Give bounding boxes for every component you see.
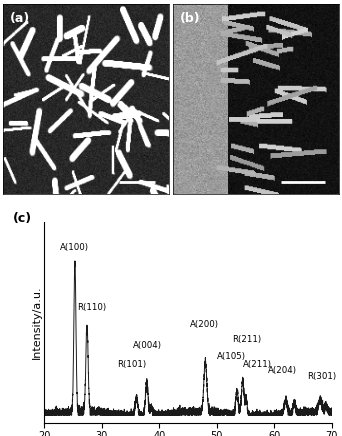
Text: (b): (b)	[180, 12, 201, 25]
Text: A(105): A(105)	[217, 352, 246, 361]
Text: A(204): A(204)	[268, 366, 298, 375]
Text: R(110): R(110)	[77, 303, 106, 312]
Text: R(211): R(211)	[232, 335, 261, 344]
Text: A(004): A(004)	[133, 341, 162, 351]
Text: A(211): A(211)	[242, 360, 272, 369]
Text: (a): (a)	[10, 12, 30, 25]
Text: R(101): R(101)	[117, 360, 146, 369]
Text: (c): (c)	[13, 212, 32, 225]
Text: R(301): R(301)	[307, 372, 336, 381]
Y-axis label: Intensity/a.u.: Intensity/a.u.	[32, 286, 42, 359]
Text: A(200): A(200)	[190, 320, 219, 329]
Text: A(100): A(100)	[61, 243, 89, 252]
